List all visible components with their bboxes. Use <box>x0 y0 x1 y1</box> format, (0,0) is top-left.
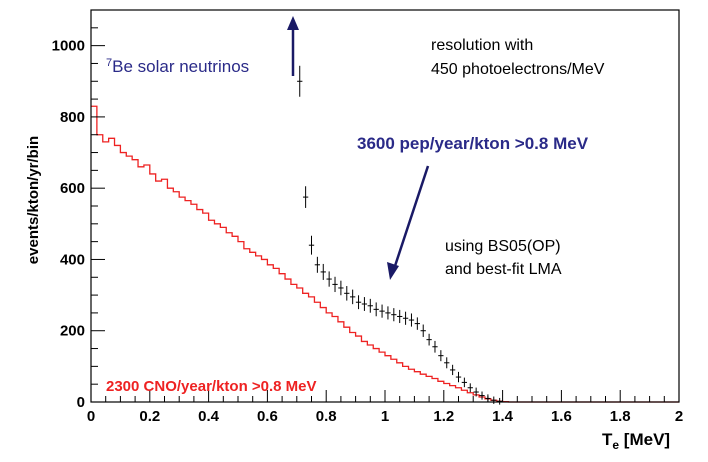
y-tick-label: 400 <box>60 251 85 268</box>
x-axis-title-unit: [MeV] <box>619 430 670 449</box>
ticks <box>90 9 680 403</box>
pep-point <box>314 256 321 273</box>
pep-point <box>373 302 379 317</box>
pep-point <box>338 280 344 296</box>
pep-point <box>308 235 315 255</box>
pep-point <box>379 304 385 318</box>
x-tick-label: 0.8 <box>316 408 337 425</box>
y-tick-label: 1000 <box>52 38 85 55</box>
pep-arrow-head <box>387 262 399 280</box>
pep-point <box>350 289 356 305</box>
pep-point <box>391 308 397 322</box>
pep-point <box>367 298 373 313</box>
x-tick-label: 0.2 <box>139 408 160 425</box>
x-tick-label: 0 <box>87 408 95 425</box>
pep-point <box>491 396 497 404</box>
x-tick-label: 1.4 <box>492 408 514 425</box>
pep-point <box>355 295 362 310</box>
pep-point <box>467 383 473 393</box>
pep-point <box>438 350 444 362</box>
pep-point <box>385 306 391 320</box>
pep-point <box>344 286 350 301</box>
pep-point <box>408 313 415 327</box>
tick-labels: 0 0.2 0.4 0.6 0.8 1 1.2 1.4 1.6 1.8 2 0 200 400 600 800… <box>52 38 684 425</box>
be7-label: 7Be solar neutrinos <box>106 57 249 76</box>
x-axis-title: Te [MeV] <box>602 430 670 452</box>
pep-point <box>320 263 326 280</box>
pep-point <box>326 271 332 287</box>
pep-label: 3600 pep/year/kton >0.8 MeV <box>357 134 589 153</box>
x-axis-title-sub: e <box>612 438 619 452</box>
x-tick-label: 2 <box>675 408 683 425</box>
pep-point <box>455 371 462 383</box>
pep-point <box>473 387 479 397</box>
model-line-2: and best-fit LMA <box>445 261 562 278</box>
x-tick-label: 0.4 <box>198 408 220 425</box>
pep-point <box>414 317 420 330</box>
pep-point <box>444 357 450 369</box>
be7-superscript: 7 <box>106 57 112 69</box>
x-tick-label: 1.2 <box>433 408 454 425</box>
y-axis-title: events/kton/yr/bin <box>25 136 42 264</box>
pep-point <box>497 397 503 405</box>
pep-point <box>302 186 309 208</box>
x-tick-label: 1.8 <box>610 408 631 425</box>
pep-point <box>461 377 468 388</box>
cno-label: 2300 CNO/year/kton >0.8 MeV <box>106 378 317 395</box>
resolution-line-2: 450 photoelectrons/MeV <box>431 61 605 78</box>
y-tick-label: 0 <box>77 394 85 411</box>
pep-point <box>332 276 338 293</box>
be7-text: Be solar neutrinos <box>112 57 249 76</box>
pep-point <box>397 309 403 324</box>
resolution-line-1: resolution with <box>431 37 533 54</box>
plot-area <box>91 65 679 405</box>
x-tick-label: 1.6 <box>551 408 572 425</box>
pep-arrow-shaft <box>393 165 430 267</box>
arrows <box>287 16 430 280</box>
pep-point <box>361 297 368 311</box>
x-tick-label: 0.6 <box>257 408 278 425</box>
y-tick-label: 600 <box>60 180 85 197</box>
y-tick-label: 800 <box>60 109 85 126</box>
pep-point <box>432 340 438 353</box>
y-tick-label: 200 <box>60 323 85 340</box>
pep-point <box>449 364 456 376</box>
pep-point <box>297 65 303 97</box>
pep-point <box>479 391 485 400</box>
pep-point <box>402 311 409 325</box>
pep-point <box>420 324 426 337</box>
be7-arrow-head <box>287 16 299 30</box>
x-tick-label: 1 <box>381 408 389 425</box>
model-line-1: using BS05(OP) <box>445 238 561 255</box>
pep-point <box>426 333 432 346</box>
x-axis-title-main: T <box>602 430 613 449</box>
